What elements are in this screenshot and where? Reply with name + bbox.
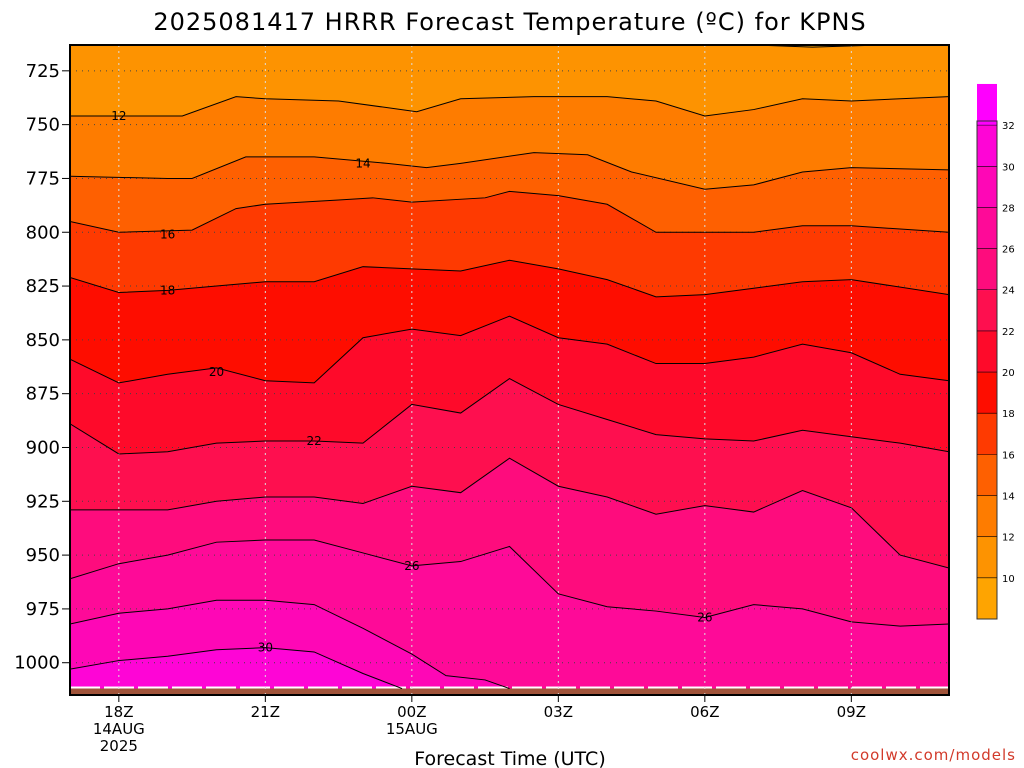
x-axis-label: Forecast Time (UTC) — [414, 748, 605, 768]
y-tick-label: 750 — [26, 115, 60, 136]
colorbar-label: 20 — [1002, 368, 1015, 379]
colorbar-bin — [977, 577, 997, 620]
colorbar-bin — [977, 536, 997, 579]
colorbar-bin — [977, 454, 997, 497]
colorbar-bin — [977, 289, 997, 332]
colorbar-label: 22 — [1002, 327, 1015, 338]
contour-label-12: 12 — [111, 109, 126, 123]
contour-layer — [70, 45, 949, 690]
x-tick-label: 03Z — [544, 703, 573, 721]
contour-line-10 — [582, 45, 881, 48]
band-30-32 — [70, 647, 403, 695]
contour-line-24 — [70, 457, 949, 569]
colorbar-label: 14 — [1002, 492, 1015, 503]
colorbar-label: 12 — [1002, 533, 1015, 544]
y-tick-label: 800 — [26, 222, 60, 243]
contour-line-20 — [70, 315, 949, 384]
plot-frame — [69, 44, 950, 696]
contour-label-16: 16 — [160, 227, 175, 241]
y-tick-label: 775 — [26, 168, 60, 189]
x-tick-label: 00Z — [397, 703, 426, 721]
contour-label-22: 22 — [307, 434, 322, 448]
colorbar-label: 18 — [1002, 409, 1015, 420]
contour-label-14: 14 — [355, 156, 370, 170]
contour-label-26: 26 — [697, 611, 712, 625]
ground-strip — [70, 688, 949, 695]
grid-layer — [70, 45, 949, 695]
contour-label-layer: 12 14 16 18 20 22 26 26 30 — [111, 109, 712, 655]
y-tick-label: 825 — [26, 276, 60, 297]
y-tick-label: 875 — [26, 384, 60, 405]
y-tick-label: 900 — [26, 437, 60, 458]
x-tick-label: 06Z — [690, 703, 719, 721]
colorbar-label: 32 — [1002, 121, 1015, 132]
contour-label-30: 30 — [258, 641, 273, 655]
contour-line-30 — [70, 647, 403, 690]
colorbar-label: 28 — [1002, 203, 1015, 214]
y-tick-label: 1000 — [14, 653, 60, 674]
contour-line-28 — [70, 599, 510, 690]
colorbar-bin — [977, 166, 997, 208]
contour-line-18 — [70, 259, 949, 298]
colorbar-bin — [977, 413, 997, 455]
colorbar-bin — [977, 495, 997, 538]
credit-text: coolwx.com/models — [851, 746, 1016, 764]
y-axis: 725 750 775 800 825 850 875 900 925 950 975 1000 — [14, 61, 70, 674]
colorbar-label: 10 — [1002, 574, 1015, 585]
contour-label-20: 20 — [209, 365, 224, 379]
x-tick-label: 2025 — [100, 737, 138, 755]
x-tick-label: 09Z — [837, 703, 866, 721]
y-tick-label: 975 — [26, 599, 60, 620]
colorbar-label: 16 — [1002, 450, 1015, 461]
x-tick-label: 14AUG — [93, 720, 145, 738]
colorbar-label: 30 — [1002, 162, 1015, 173]
colorbar-label: 26 — [1002, 245, 1015, 256]
colorbar-bin — [977, 83, 997, 126]
colorbar-bin — [977, 372, 997, 414]
x-tick-label: 15AUG — [386, 720, 438, 738]
ground-layer — [70, 686, 949, 695]
contour-label-26: 26 — [404, 559, 419, 573]
colorbar-frame — [976, 120, 998, 620]
colorbar-bin — [977, 125, 997, 167]
contour-line-26 — [70, 539, 949, 627]
temperature-fill-layer — [70, 45, 949, 695]
y-tick-label: 725 — [26, 61, 60, 82]
y-tick-label: 925 — [26, 491, 60, 512]
x-tick-label: 18Z — [104, 703, 133, 721]
colorbar-bin — [977, 207, 997, 250]
x-tick-label: 21Z — [251, 703, 280, 721]
contour-label-18: 18 — [160, 283, 175, 297]
contour-line-22 — [70, 378, 949, 455]
colorbar-label: 24 — [1002, 286, 1015, 297]
contour-line-12 — [70, 96, 949, 117]
y-tick-label: 950 — [26, 545, 60, 566]
y-tick-label: 850 — [26, 330, 60, 351]
colorbar-bin — [977, 248, 997, 291]
contour-line-14 — [70, 152, 949, 190]
contour-line-16 — [70, 190, 949, 233]
colorbar-bin — [977, 330, 997, 373]
colorbar: 10 12 14 16 18 20 22 24 26 28 30 32 — [976, 83, 1015, 620]
chart-title: 2025081417 HRRR Forecast Temperature (ºC… — [153, 8, 866, 36]
